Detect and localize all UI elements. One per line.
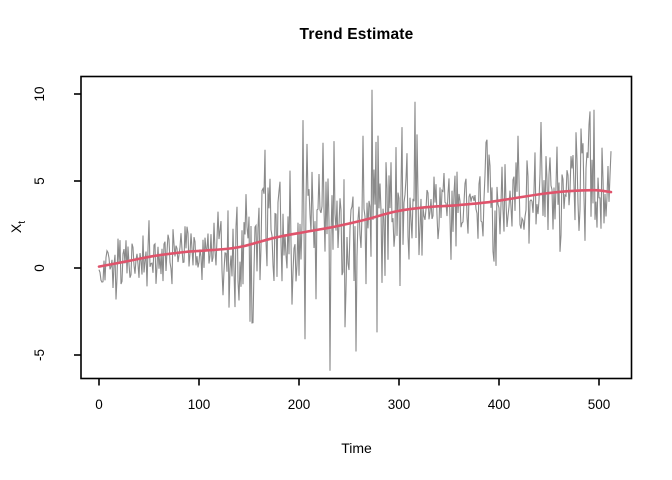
y-tick-label: -5 (32, 349, 47, 361)
x-tick-label: 300 (388, 397, 411, 412)
y-tick-label: 5 (32, 177, 47, 185)
trend-line (97, 188, 613, 268)
plot-box (80, 75, 633, 380)
x-axis-label: Time (341, 440, 372, 456)
x-tick-label: 200 (288, 397, 311, 412)
series-line (98, 89, 612, 371)
x-tick-label: 100 (188, 397, 211, 412)
x-tick-label: 400 (488, 397, 511, 412)
y-axis-label-subscript: t (16, 220, 28, 224)
chart-title: Trend Estimate (299, 26, 414, 43)
y-tick-label: 0 (32, 264, 47, 272)
x-tick-label: 500 (588, 397, 611, 412)
y-axis-label-base: X (8, 223, 24, 234)
x-tick-label: 0 (95, 397, 103, 412)
y-tick-label: 10 (32, 86, 47, 101)
y-axis-label: Xt (8, 185, 28, 269)
